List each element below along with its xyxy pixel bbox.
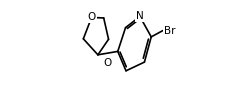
Text: O: O (103, 58, 111, 68)
Text: N: N (136, 11, 143, 22)
Text: Br: Br (163, 26, 175, 36)
Text: O: O (87, 12, 95, 23)
